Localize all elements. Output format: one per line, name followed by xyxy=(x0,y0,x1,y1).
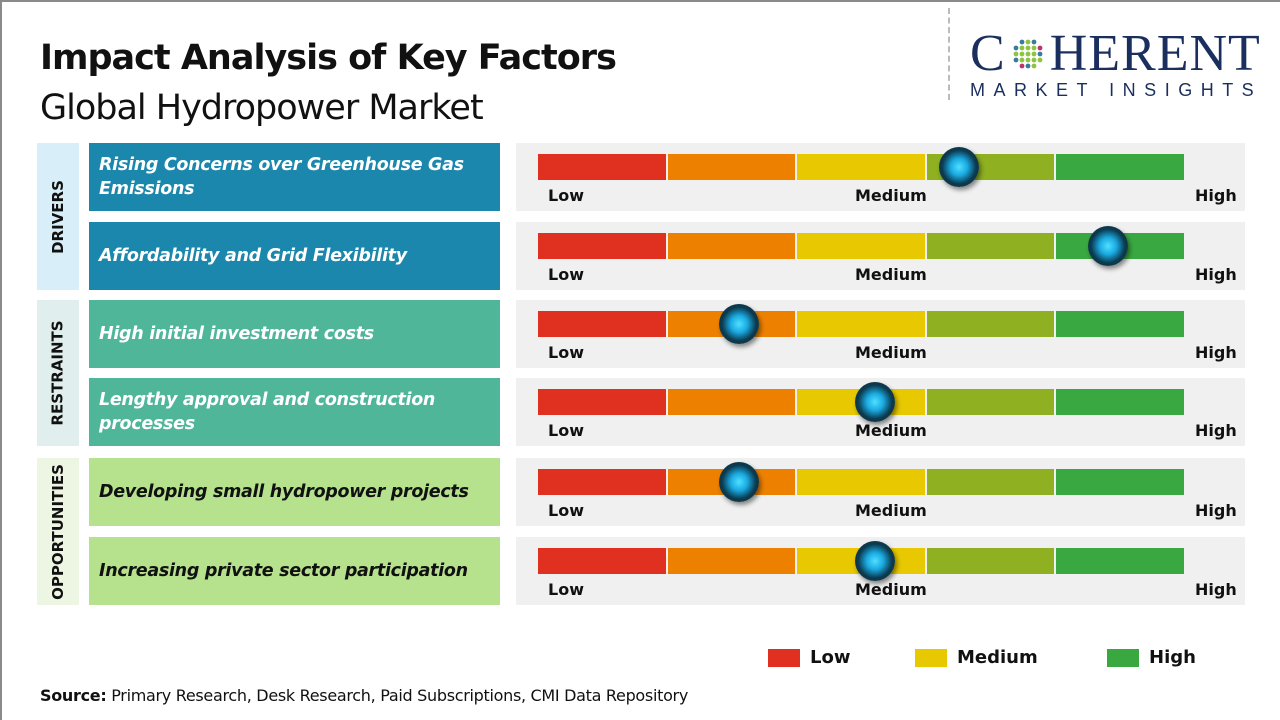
scale-label-low: Low xyxy=(548,501,584,520)
scale-label-low: Low xyxy=(548,343,584,362)
category-label: DRIVERS xyxy=(49,179,68,254)
scale-label-low: Low xyxy=(548,580,584,599)
scale-label-medium: Medium xyxy=(855,501,927,520)
scale-label-high: High xyxy=(1195,265,1237,284)
page-title: Impact Analysis of Key Factors xyxy=(40,38,617,78)
scale-label-high: High xyxy=(1195,186,1237,205)
impact-marker xyxy=(1088,226,1129,266)
logo-tagline: MARKET INSIGHTS xyxy=(970,80,1263,100)
scale-segment-1 xyxy=(538,469,666,495)
scale-label-high: High xyxy=(1195,501,1237,520)
source-label: Source: xyxy=(40,686,107,705)
legend-item-medium: Medium xyxy=(915,647,1038,668)
scale-segment-3 xyxy=(797,469,925,495)
scale-segment-3 xyxy=(797,233,925,259)
scale-segment-5 xyxy=(1056,311,1184,337)
logo-divider xyxy=(948,8,950,100)
scale-segment-1 xyxy=(538,233,666,259)
scale-segment-1 xyxy=(538,548,666,574)
scale-segment-4 xyxy=(926,311,1055,337)
scale-segment-3 xyxy=(797,154,925,180)
category-opportunities: OPPORTUNITIES xyxy=(37,458,79,605)
scale-segment-5 xyxy=(1056,154,1184,180)
scale-segment-4 xyxy=(926,389,1055,415)
scale-label-high: High xyxy=(1195,421,1237,440)
factor-label: Lengthy approval and construction proces… xyxy=(89,378,500,446)
impact-gauge: Low Medium High xyxy=(516,143,1245,211)
scale-segment-4 xyxy=(926,548,1055,574)
scale-segment-2 xyxy=(667,154,796,180)
factor-label: Developing small hydropower projects xyxy=(89,458,500,526)
logo-text-herent: HERENT xyxy=(1049,25,1261,82)
scale-segment-2 xyxy=(667,389,796,415)
category-label: OPPORTUNITIES xyxy=(49,463,67,600)
scale-label-medium: Medium xyxy=(855,343,927,362)
impact-gauge: Low Medium High xyxy=(516,378,1245,446)
legend-swatch-low xyxy=(768,648,800,667)
scale-label-medium: Medium xyxy=(855,421,927,440)
logo-text-c: C xyxy=(970,25,1006,82)
impact-marker xyxy=(718,304,759,344)
factor-label: Increasing private sector participation xyxy=(89,537,500,605)
legend-label-high: High xyxy=(1149,647,1196,668)
scale-segment-1 xyxy=(538,311,666,337)
legend-swatch-high xyxy=(1107,648,1139,667)
category-drivers: DRIVERS xyxy=(37,143,79,290)
factor-label: High initial investment costs xyxy=(89,300,500,368)
impact-marker xyxy=(718,462,759,502)
impact-gauge: Low Medium High xyxy=(516,222,1245,290)
impact-marker xyxy=(854,541,895,581)
scale-segment-3 xyxy=(797,311,925,337)
scale-label-low: Low xyxy=(548,186,584,205)
scale-label-low: Low xyxy=(548,421,584,440)
scale-label-medium: Medium xyxy=(855,265,927,284)
page-subtitle: Global Hydropower Market xyxy=(40,88,484,128)
scale-label-medium: Medium xyxy=(855,580,927,599)
coherent-logo: C HERENT MARKET INSIGHTS xyxy=(970,25,1263,101)
scale-segment-1 xyxy=(538,389,666,415)
category-restraints: RESTRAINTS xyxy=(37,300,79,446)
legend-swatch-medium xyxy=(915,648,947,667)
impact-gauge: Low Medium High xyxy=(516,300,1245,368)
legend-label-medium: Medium xyxy=(957,647,1038,668)
impact-gauge: Low Medium High xyxy=(516,458,1245,526)
scale-label-medium: Medium xyxy=(855,186,927,205)
impact-scale-bar xyxy=(538,311,1186,337)
scale-label-low: Low xyxy=(548,265,584,284)
scale-label-high: High xyxy=(1195,343,1237,362)
category-label: RESTRAINTS xyxy=(49,320,68,426)
scale-segment-5 xyxy=(1056,469,1184,495)
legend-item-high: High xyxy=(1107,647,1196,668)
impact-scale-bar xyxy=(538,469,1186,495)
legend-label-low: Low xyxy=(810,647,851,668)
scale-segment-4 xyxy=(926,469,1055,495)
legend-item-low: Low xyxy=(768,647,850,668)
source-text: Primary Research, Desk Research, Paid Su… xyxy=(106,686,689,705)
factor-label: Rising Concerns over Greenhouse Gas Emis… xyxy=(89,143,500,211)
impact-scale-bar xyxy=(538,154,1186,180)
impact-marker xyxy=(854,382,895,422)
scale-segment-4 xyxy=(926,233,1055,259)
scale-segment-2 xyxy=(667,233,796,259)
scale-segment-5 xyxy=(1056,548,1184,574)
factor-label: Affordability and Grid Flexibility xyxy=(89,222,500,290)
impact-marker xyxy=(939,147,980,187)
scale-label-high: High xyxy=(1195,580,1237,599)
scale-segment-2 xyxy=(667,548,796,574)
scale-segment-5 xyxy=(1056,389,1184,415)
source-note: Source: Primary Research, Desk Research,… xyxy=(40,686,688,705)
impact-gauge: Low Medium High xyxy=(516,537,1245,605)
scale-segment-1 xyxy=(538,154,666,180)
globe-icon xyxy=(1013,39,1043,69)
